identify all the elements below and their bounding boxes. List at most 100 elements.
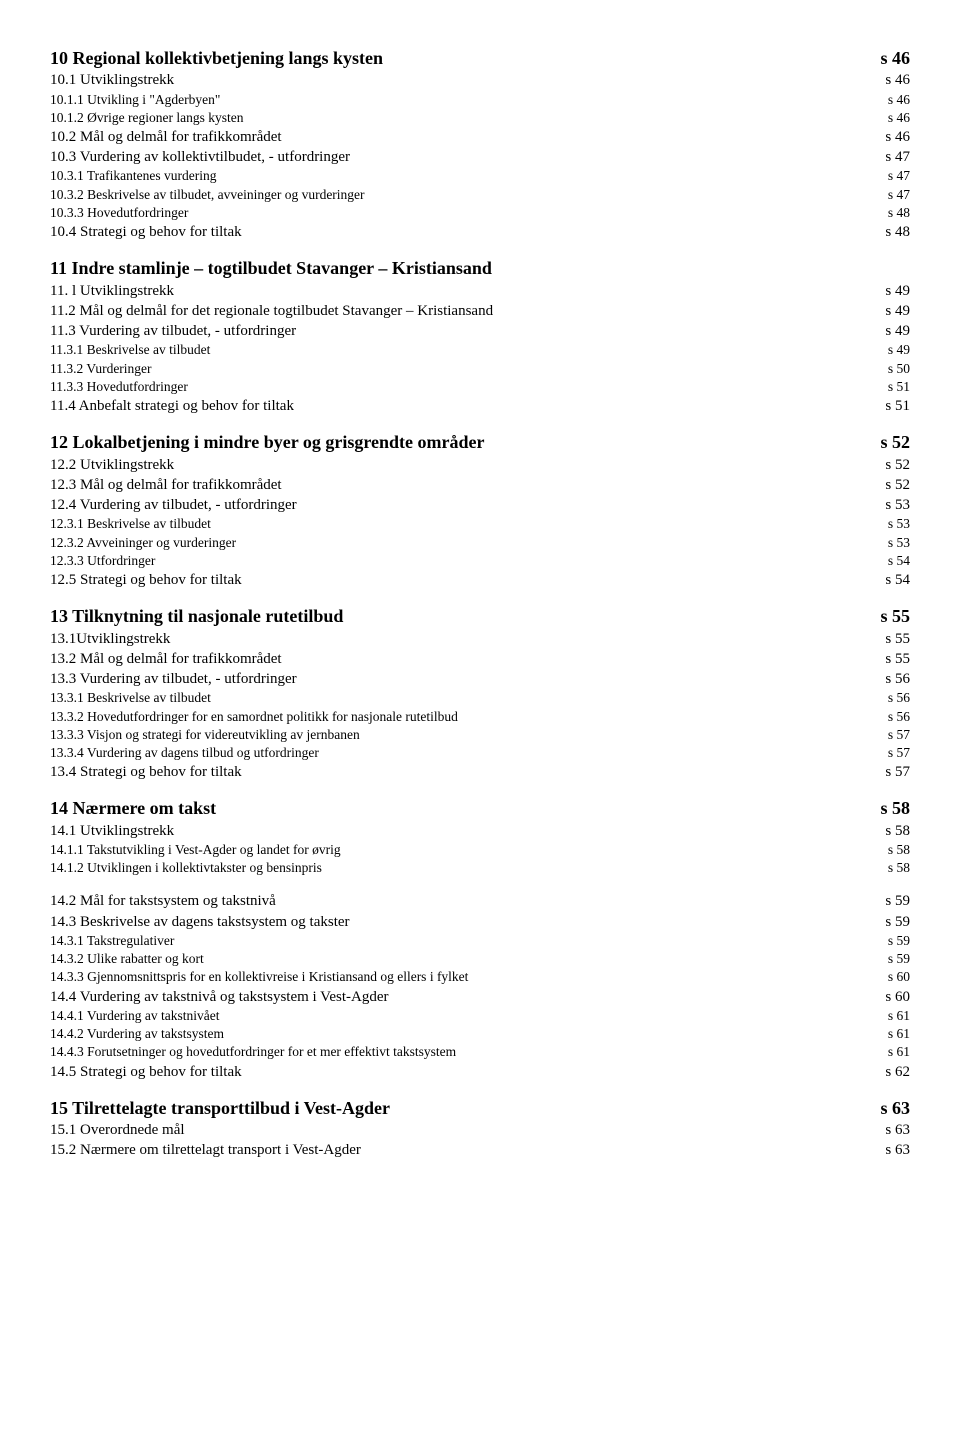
toc-item-page: s 50: [888, 360, 910, 378]
toc-item-label: 14.1 Utviklingstrekk: [50, 821, 885, 841]
toc-item-page: s 57: [885, 762, 910, 782]
toc-item-row: 15.1 Overordnede måls 63: [50, 1120, 910, 1140]
toc-item-page: s 61: [888, 1043, 910, 1061]
toc-heading-page: s 46: [880, 46, 910, 70]
toc-heading-page: s 52: [880, 430, 910, 454]
toc-item-row: 14.3.1 Takstregulativers 59: [50, 932, 910, 950]
toc-item-page: s 57: [888, 726, 910, 744]
toc-item-row: 11.3.3 Hovedutfordringers 51: [50, 378, 910, 396]
toc-item-row: 14.4.1 Vurdering av takstnivåets 61: [50, 1007, 910, 1025]
toc-item-label: 14.4.3 Forutsetninger og hovedutfordring…: [50, 1043, 888, 1061]
toc-item-label: 11.3.2 Vurderinger: [50, 360, 888, 378]
toc-heading-row: 12 Lokalbetjening i mindre byer og grisg…: [50, 430, 910, 454]
toc-item-row: 11.2 Mål og delmål for det regionale tog…: [50, 301, 910, 321]
toc-heading-label: 15 Tilrettelagte transporttilbud i Vest-…: [50, 1096, 880, 1120]
toc-item-label: 13.3 Vurdering av tilbudet, - utfordring…: [50, 669, 885, 689]
toc-item-row: 14.4.2 Vurdering av takstsystems 61: [50, 1025, 910, 1043]
toc-item-row: 10.3.3 Hovedutfordringers 48: [50, 204, 910, 222]
toc-item-page: s 55: [885, 649, 910, 669]
toc-item-label: 12.2 Utviklingstrekk: [50, 455, 885, 475]
toc-item-page: s 54: [885, 570, 910, 590]
table-of-contents: 10 Regional kollektivbetjening langs kys…: [50, 46, 910, 1161]
toc-item-page: s 49: [885, 301, 910, 321]
toc-section: 14.2 Mål for takstsystem og takstnivås 5…: [50, 891, 910, 1081]
toc-item-row: 13.3.1 Beskrivelse av tilbudets 56: [50, 689, 910, 707]
toc-item-row: 10.1.2 Øvrige regioner langs kystens 46: [50, 109, 910, 127]
toc-item-row: 12.3.1 Beskrivelse av tilbudets 53: [50, 515, 910, 533]
toc-section: 15 Tilrettelagte transporttilbud i Vest-…: [50, 1096, 910, 1161]
toc-item-label: 14.3.2 Ulike rabatter og kort: [50, 950, 888, 968]
toc-item-page: s 56: [888, 689, 910, 707]
toc-item-row: 10.2 Mål og delmål for trafikkområdets 4…: [50, 127, 910, 147]
toc-item-label: 15.1 Overordnede mål: [50, 1120, 885, 1140]
toc-item-page: s 49: [888, 341, 910, 359]
toc-item-page: s 58: [885, 821, 910, 841]
toc-item-page: s 58: [888, 841, 910, 859]
toc-heading-row: 13 Tilknytning til nasjonale rutetilbuds…: [50, 604, 910, 628]
toc-item-row: 12.3 Mål og delmål for trafikkområdets 5…: [50, 475, 910, 495]
toc-item-row: 12.2 Utviklingstrekks 52: [50, 455, 910, 475]
toc-item-label: 12.3.1 Beskrivelse av tilbudet: [50, 515, 888, 533]
toc-item-page: s 56: [888, 708, 910, 726]
toc-item-page: s 51: [888, 378, 910, 396]
toc-item-row: 10.3 Vurdering av kollektivtilbudet, - u…: [50, 147, 910, 167]
toc-item-page: s 46: [885, 127, 910, 147]
toc-item-label: 14.1.2 Utviklingen i kollektivtakster og…: [50, 859, 888, 877]
toc-section: 10 Regional kollektivbetjening langs kys…: [50, 46, 910, 242]
toc-item-row: 11.3.1 Beskrivelse av tilbudets 49: [50, 341, 910, 359]
toc-item-page: s 49: [885, 281, 910, 301]
toc-item-row: 10.1.1 Utvikling i "Agderbyen"s 46: [50, 91, 910, 109]
toc-item-label: 13.2 Mål og delmål for trafikkområdet: [50, 649, 885, 669]
toc-item-row: 14.3 Beskrivelse av dagens takstsystem o…: [50, 912, 910, 932]
toc-item-label: 14.3.1 Takstregulativer: [50, 932, 888, 950]
toc-item-page: s 56: [885, 669, 910, 689]
toc-item-row: 14.3.2 Ulike rabatter og korts 59: [50, 950, 910, 968]
toc-item-label: 11.3.1 Beskrivelse av tilbudet: [50, 341, 888, 359]
toc-item-label: 13.3.2 Hovedutfordringer for en samordne…: [50, 708, 888, 726]
toc-item-row: 11.3.2 Vurderingers 50: [50, 360, 910, 378]
toc-heading-row: 15 Tilrettelagte transporttilbud i Vest-…: [50, 1096, 910, 1120]
toc-item-label: 13.1Utviklingstrekk: [50, 629, 885, 649]
toc-heading-page: s 55: [880, 604, 910, 628]
toc-item-label: 15.2 Nærmere om tilrettelagt transport i…: [50, 1140, 885, 1160]
toc-item-row: 13.1Utviklingstrekks 55: [50, 629, 910, 649]
toc-item-page: s 46: [888, 109, 910, 127]
toc-item-label: 10.3.3 Hovedutfordringer: [50, 204, 888, 222]
toc-item-label: 14.4.2 Vurdering av takstsystem: [50, 1025, 888, 1043]
toc-item-label: 12.3.2 Avveininger og vurderinger: [50, 534, 888, 552]
toc-item-row: 10.1 Utviklingstrekks 46: [50, 70, 910, 90]
toc-item-page: s 61: [888, 1007, 910, 1025]
toc-item-row: 13.3 Vurdering av tilbudet, - utfordring…: [50, 669, 910, 689]
toc-item-label: 11.3 Vurdering av tilbudet, - utfordring…: [50, 321, 885, 341]
toc-item-label: 10.3.2 Beskrivelse av tilbudet, avveinin…: [50, 186, 888, 204]
toc-item-row: 14.5 Strategi og behov for tiltaks 62: [50, 1062, 910, 1082]
toc-item-row: 11. l Utviklingstrekks 49: [50, 281, 910, 301]
toc-item-page: s 52: [885, 475, 910, 495]
toc-item-label: 11.4 Anbefalt strategi og behov for tilt…: [50, 396, 885, 416]
toc-item-row: 10.3.1 Trafikantenes vurderings 47: [50, 167, 910, 185]
toc-item-row: 13.4 Strategi og behov for tiltaks 57: [50, 762, 910, 782]
toc-item-page: s 62: [885, 1062, 910, 1082]
toc-item-label: 14.5 Strategi og behov for tiltak: [50, 1062, 885, 1082]
toc-item-row: 13.3.4 Vurdering av dagens tilbud og utf…: [50, 744, 910, 762]
toc-item-row: 11.3 Vurdering av tilbudet, - utfordring…: [50, 321, 910, 341]
toc-heading-label: 11 Indre stamlinje – togtilbudet Stavang…: [50, 256, 910, 280]
toc-item-label: 12.4 Vurdering av tilbudet, - utfordring…: [50, 495, 885, 515]
toc-item-row: 14.1 Utviklingstrekks 58: [50, 821, 910, 841]
toc-item-page: s 47: [885, 147, 910, 167]
toc-heading-label: 10 Regional kollektivbetjening langs kys…: [50, 46, 880, 70]
toc-item-page: s 58: [888, 859, 910, 877]
toc-item-page: s 47: [888, 167, 910, 185]
toc-heading-label: 13 Tilknytning til nasjonale rutetilbud: [50, 604, 880, 628]
toc-item-label: 14.4 Vurdering av takstnivå og takstsyst…: [50, 987, 885, 1007]
toc-heading-row: 11 Indre stamlinje – togtilbudet Stavang…: [50, 256, 910, 280]
toc-item-row: 10.3.2 Beskrivelse av tilbudet, avveinin…: [50, 186, 910, 204]
toc-item-row: 14.2 Mål for takstsystem og takstnivås 5…: [50, 891, 910, 911]
toc-item-label: 10.2 Mål og delmål for trafikkområdet: [50, 127, 885, 147]
toc-item-label: 12.3 Mål og delmål for trafikkområdet: [50, 475, 885, 495]
toc-item-page: s 52: [885, 455, 910, 475]
toc-item-row: 15.2 Nærmere om tilrettelagt transport i…: [50, 1140, 910, 1160]
toc-item-label: 14.2 Mål for takstsystem og takstnivå: [50, 891, 885, 911]
toc-item-row: 11.4 Anbefalt strategi og behov for tilt…: [50, 396, 910, 416]
toc-item-page: s 54: [888, 552, 910, 570]
